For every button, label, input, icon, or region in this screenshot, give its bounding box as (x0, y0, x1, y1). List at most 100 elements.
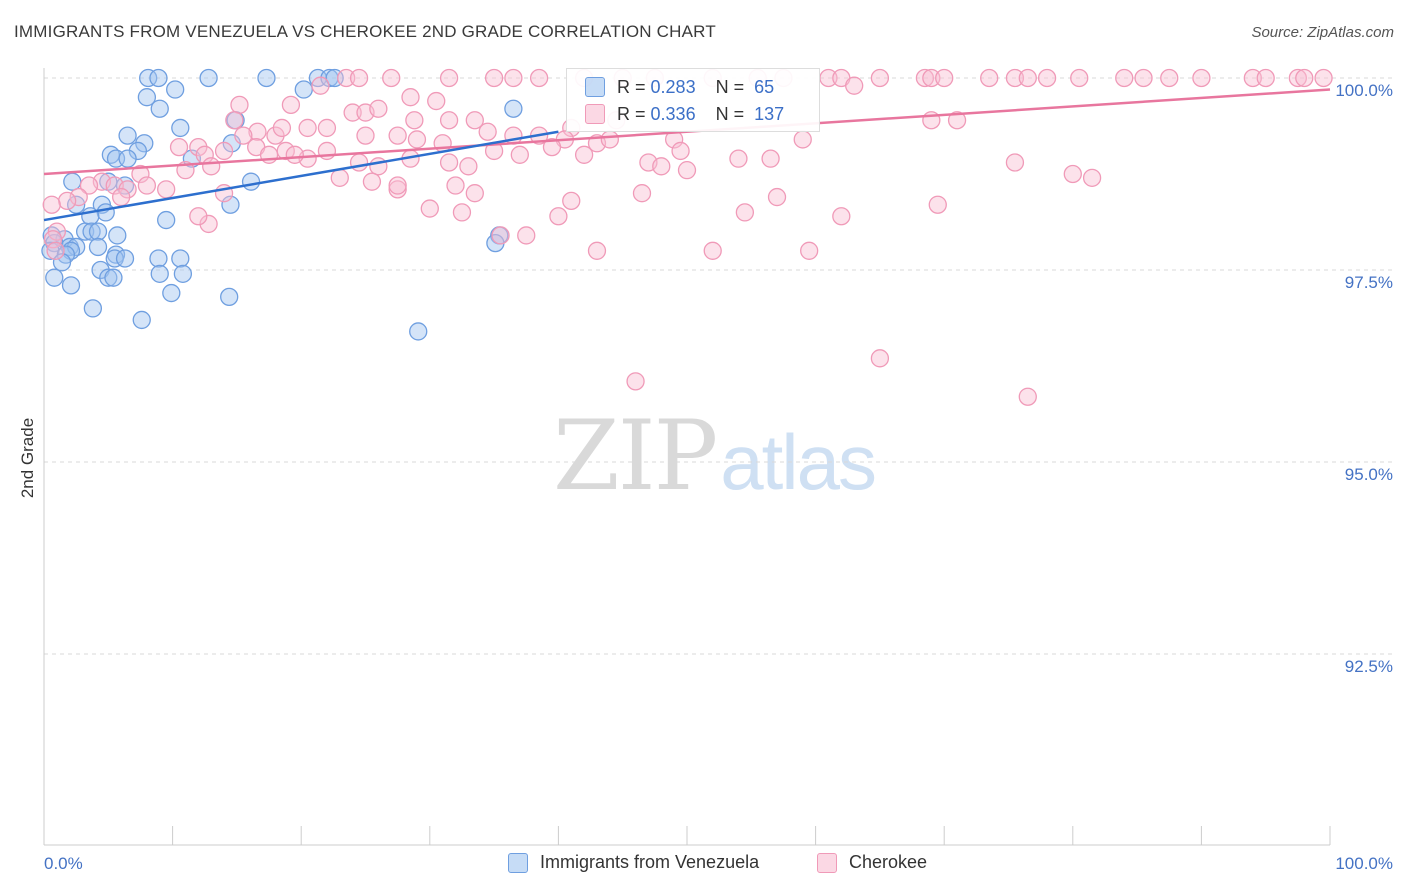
data-point-cherokee (1018, 387, 1037, 406)
data-point-cherokee (671, 141, 690, 161)
y-tick-label: 92.5% (1345, 657, 1393, 676)
data-point-cherokee (1063, 164, 1082, 184)
swatch-cherokee (585, 104, 605, 124)
data-point-venezuela (45, 268, 64, 287)
data-point-venezuela (132, 310, 151, 330)
data-point-cherokee (703, 241, 722, 260)
data-point-venezuela (118, 149, 137, 168)
r-value: 0.283 (650, 76, 696, 97)
data-point-cherokee (43, 230, 63, 249)
data-point-venezuela (99, 268, 118, 287)
data-point-cherokee (369, 157, 388, 176)
data-point-venezuela (82, 222, 101, 241)
data-point-cherokee (382, 68, 401, 88)
data-point-venezuela (149, 249, 168, 268)
chart-title: IMMIGRANTS FROM VENEZUELA VS CHEROKEE 2N… (14, 22, 716, 41)
data-point-cherokee (214, 141, 234, 161)
data-point-cherokee (800, 241, 819, 260)
data-point-cherokee (517, 226, 536, 245)
data-point-cherokee (349, 153, 369, 172)
data-point-cherokee (137, 176, 157, 195)
data-point-cherokee (793, 130, 812, 149)
data-point-cherokee (1314, 68, 1333, 88)
data-point-cherokee (42, 195, 61, 214)
data-point-cherokee (276, 141, 295, 161)
data-point-cherokee (388, 176, 407, 195)
x-tick-label: 100.0% (1335, 854, 1393, 873)
data-point-cherokee (947, 111, 967, 130)
data-point-cherokee (491, 226, 510, 245)
data-point-cherokee (189, 207, 208, 226)
data-point-venezuela (83, 299, 103, 318)
data-point-cherokee (1256, 68, 1275, 88)
data-point-cherokee (230, 95, 249, 115)
data-point-cherokee (439, 68, 459, 88)
legend-swatch-cherokee (817, 852, 837, 873)
n-label: N = (715, 103, 745, 124)
data-point-venezuela (137, 88, 157, 107)
data-point-venezuela (105, 249, 124, 268)
data-point-cherokee (870, 68, 890, 88)
data-point-venezuela (199, 68, 218, 88)
legend-item-cherokee: Cherokee (817, 852, 927, 873)
stats-legend: R = 0.283 N = 65 R = 0.336 N = 137 (566, 68, 820, 132)
watermark: ZIPatlas (553, 400, 877, 512)
data-point-cherokee (420, 199, 439, 218)
data-point-cherokee (1115, 68, 1134, 88)
data-point-cherokee (202, 157, 221, 176)
data-point-cherokee (281, 95, 301, 115)
source-credit: Source: ZipAtlas.com (1251, 24, 1394, 41)
data-point-cherokee (131, 164, 150, 184)
legend-label-venezuela: Immigrants from Venezuela (540, 852, 760, 872)
data-point-cherokee (356, 126, 375, 145)
data-point-cherokee (298, 118, 317, 138)
data-point-cherokee (729, 149, 748, 168)
data-point-venezuela (63, 172, 82, 191)
data-point-cherokee (915, 68, 935, 88)
data-point-cherokee (465, 111, 484, 130)
data-point-cherokee (349, 68, 369, 88)
data-point-cherokee (234, 126, 253, 145)
data-point-venezuela (294, 80, 313, 99)
bottom-legend: Immigrants from Venezuela Cherokee (0, 852, 1406, 878)
data-point-cherokee (761, 149, 780, 168)
data-point-venezuela (76, 222, 95, 241)
data-point-venezuela (166, 80, 185, 99)
data-point-cherokee (1288, 68, 1307, 88)
y-tick-label: 100.0% (1335, 81, 1393, 100)
data-point-venezuela (157, 210, 176, 230)
data-point-cherokee (57, 191, 77, 211)
data-point-cherokee (112, 187, 131, 207)
data-point-venezuela (220, 287, 239, 307)
data-point-cherokee (600, 130, 619, 149)
data-point-venezuela (88, 222, 108, 241)
data-point-cherokee (388, 126, 407, 145)
axes (43, 68, 1331, 846)
data-point-cherokee (1037, 68, 1057, 88)
n-value: 65 (754, 76, 775, 97)
data-point-cherokee (311, 76, 330, 95)
data-point-cherokee (587, 241, 607, 260)
data-point-cherokee (285, 145, 304, 164)
data-point-cherokee (922, 68, 941, 88)
r-value: 0.336 (650, 103, 696, 124)
data-point-cherokee (1005, 68, 1025, 88)
data-point-cherokee (652, 157, 671, 176)
data-point-venezuela (150, 264, 169, 283)
data-point-cherokee (459, 157, 478, 176)
stats-row-cherokee: R = 0.336 N = 137 (585, 101, 784, 127)
swatch-venezuela (585, 77, 605, 97)
data-point-cherokee (504, 68, 523, 88)
data-point-cherokee (452, 203, 472, 222)
r-label: R = (617, 76, 646, 97)
data-point-venezuela (150, 99, 169, 118)
data-point-venezuela (241, 172, 261, 191)
data-point-cherokee (1005, 153, 1025, 172)
data-point-venezuela (88, 237, 108, 257)
data-point-venezuela (115, 249, 135, 268)
data-point-cherokee (510, 145, 529, 164)
data-point-cherokee (401, 88, 420, 107)
data-point-cherokee (767, 187, 787, 207)
data-point-cherokee (439, 153, 459, 172)
data-point-cherokee (980, 68, 999, 88)
